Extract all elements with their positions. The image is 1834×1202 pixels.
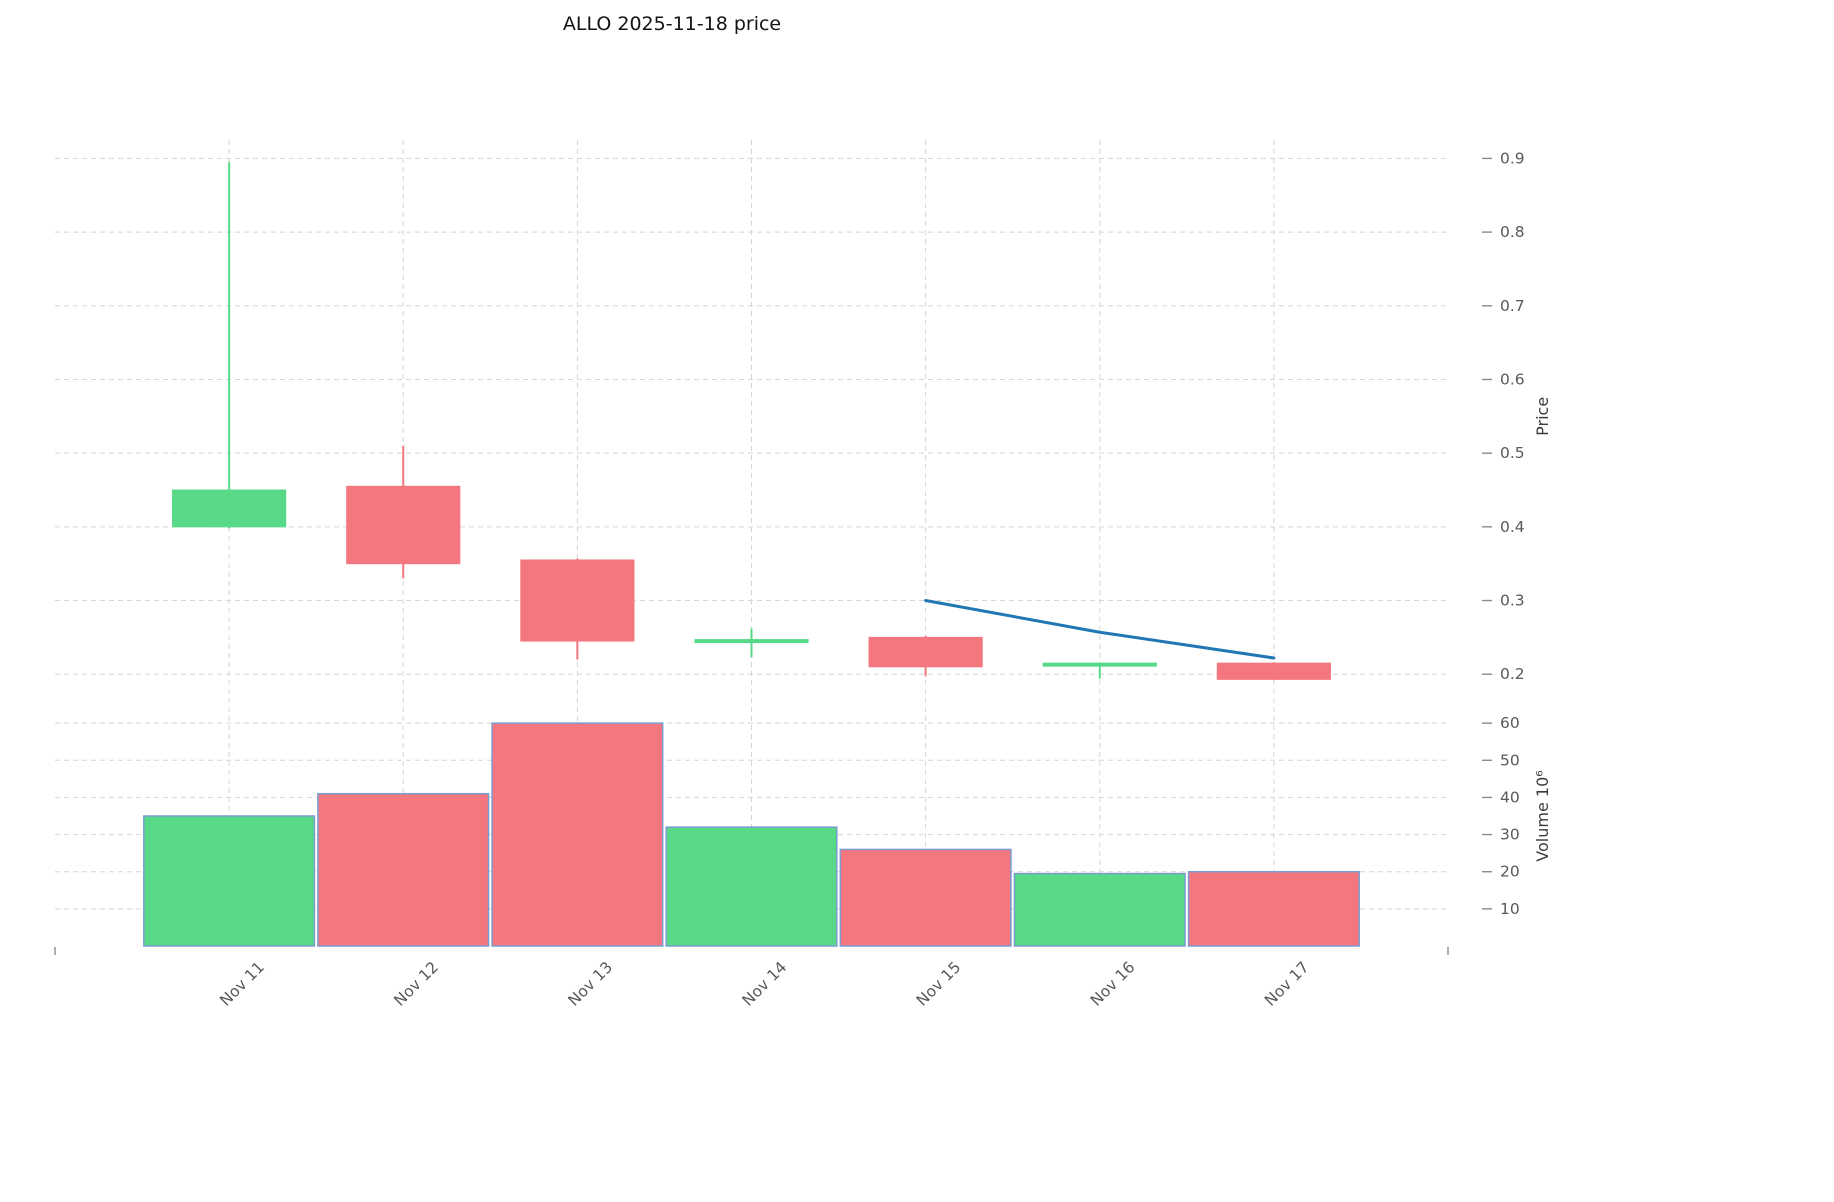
price-tick-label: 0.4 (1500, 518, 1525, 536)
price-tick-label: 0.5 (1500, 444, 1525, 462)
price-tick-label: 0.7 (1500, 297, 1525, 315)
trend-line (924, 599, 1276, 660)
volume-bar (1187, 870, 1360, 947)
volume-bar (665, 826, 838, 947)
candle-body (1216, 662, 1331, 680)
chart-title: ALLO 2025-11-18 price (563, 13, 781, 35)
volume-bar (143, 815, 316, 947)
candle-body (868, 636, 983, 668)
volume-axis-title: Volume 10⁶ (1533, 770, 1552, 861)
candle-body (172, 489, 287, 528)
price-tick-label: 0.9 (1500, 149, 1525, 167)
candle-body (346, 485, 461, 565)
x-tick-label: Nov 11 (216, 958, 268, 1010)
volume-tick-label: 10 (1500, 900, 1520, 918)
price-tick-label: 0.8 (1500, 223, 1525, 241)
volume-bar (1013, 872, 1186, 947)
x-tick-label: Nov 13 (565, 958, 617, 1010)
plot-area: 0.2 0.3 0.4 0.5 0.6 0.7 0.8 0.9 10 20 30 40 50 60 Nov … (54, 140, 1552, 1010)
volume-bar (839, 848, 1012, 947)
x-tick-label: Nov 16 (1087, 958, 1139, 1010)
price-tick-label: 0.6 (1500, 370, 1525, 388)
x-tick-label: Nov 14 (739, 958, 791, 1010)
price-tick-label: 0.2 (1500, 665, 1525, 683)
volume-tick-label: 20 (1500, 863, 1520, 881)
volume-tick-label: 60 (1500, 714, 1520, 732)
volume-tick-label: 40 (1500, 788, 1520, 806)
candle-body (694, 639, 809, 644)
volume-bar (491, 722, 664, 947)
x-tick-label: Nov 12 (391, 958, 443, 1010)
x-tick-label: Nov 15 (913, 958, 965, 1010)
candle-body (1042, 662, 1157, 667)
price-axis-title: Price (1533, 397, 1552, 436)
volume-tick-label: 50 (1500, 751, 1520, 769)
x-tick-label: Nov 17 (1261, 958, 1313, 1010)
price-tick-label: 0.3 (1500, 592, 1525, 610)
candle-body (520, 559, 635, 642)
volume-tick-label: 30 (1500, 826, 1520, 844)
volume-bar (317, 792, 490, 947)
